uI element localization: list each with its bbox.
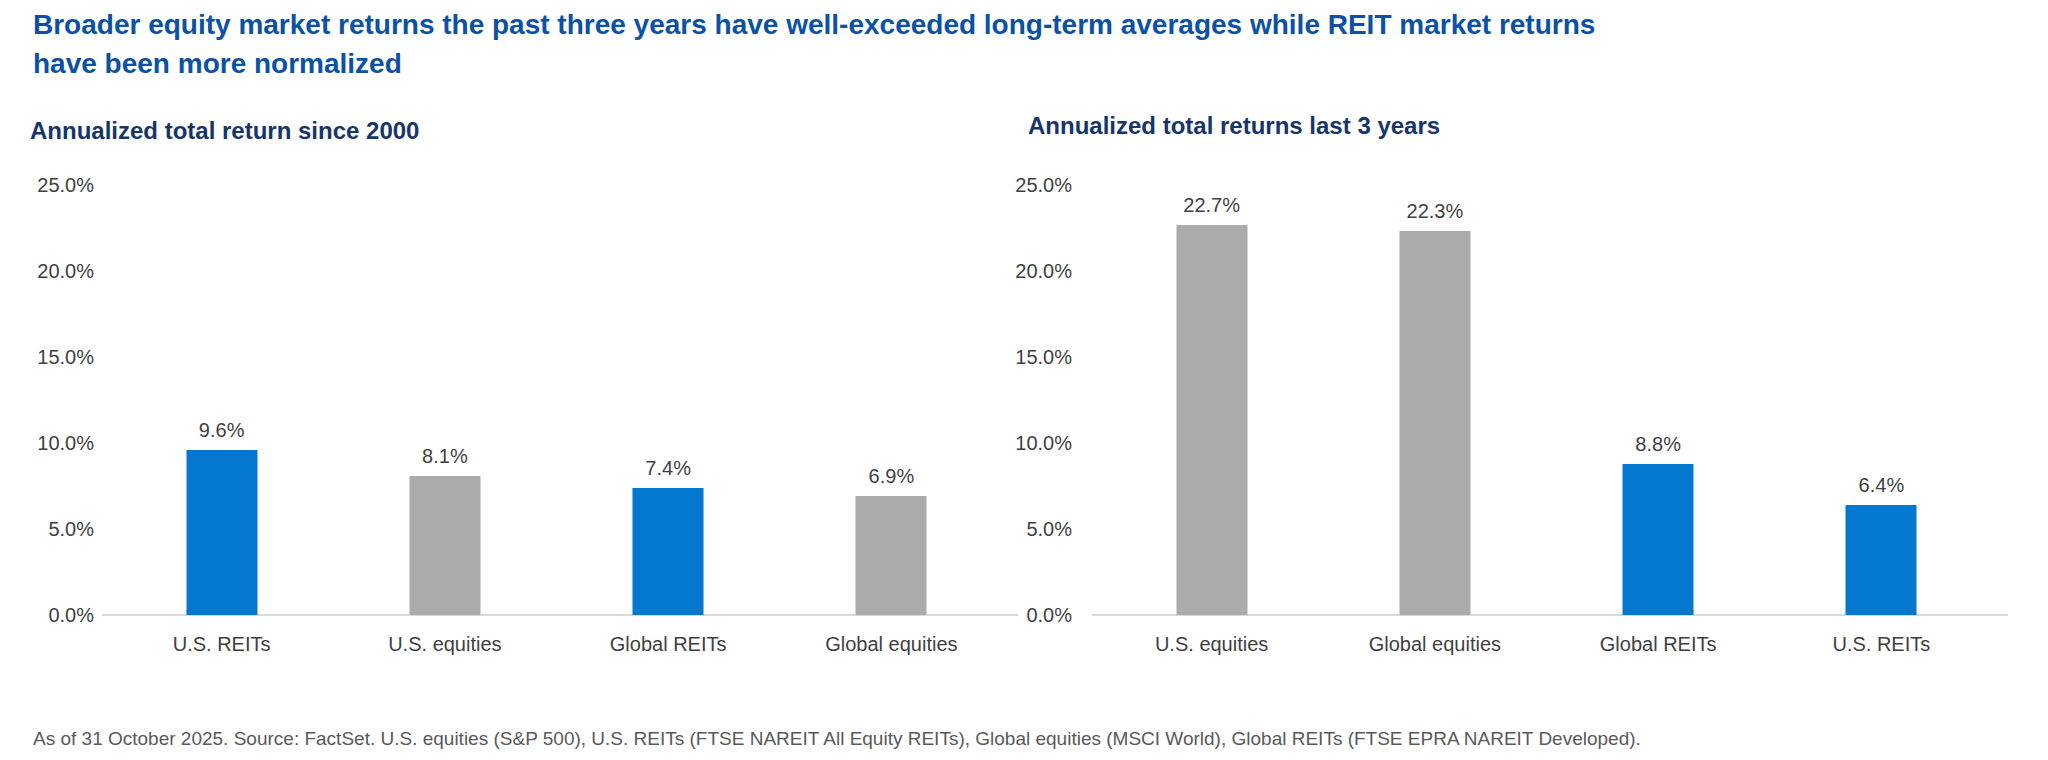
bar-group-u-s-equities: 22.7%U.S. equities: [1100, 185, 1323, 615]
y-axis-tick: 10.0%: [1015, 432, 1072, 455]
bar-u-s-reits: [1846, 505, 1917, 615]
bar-global-equities: [1399, 231, 1470, 615]
y-axis-tick: 20.0%: [37, 260, 94, 283]
plot-area: 9.6%U.S. REITs8.1%U.S. equities7.4%Globa…: [110, 185, 1003, 615]
bar-u-s-equities: [409, 476, 480, 615]
category-label: Global equities: [740, 633, 1043, 656]
bar-value-label: 6.9%: [740, 465, 1043, 488]
bar-u-s-equities: [1176, 225, 1247, 615]
bar-value-label: 6.4%: [1730, 474, 2033, 497]
bar-group-global-equities: 22.3%Global equities: [1323, 185, 1546, 615]
bar-u-s-reits: [186, 450, 257, 615]
category-label: U.S. REITs: [1730, 633, 2033, 656]
bar-group-u-s-reits: 9.6%U.S. REITs: [110, 185, 333, 615]
y-axis-tick: 20.0%: [1015, 260, 1072, 283]
page-title: Broader equity market returns the past t…: [33, 6, 1653, 83]
plot-area: 22.7%U.S. equities22.3%Global equities8.…: [1100, 185, 1993, 615]
bar-value-label: 9.6%: [70, 419, 373, 442]
y-axis-tick: 25.0%: [37, 174, 94, 197]
bar-global-reits: [633, 488, 704, 615]
bar-value-label: 8.8%: [1507, 433, 1810, 456]
bar-global-equities: [856, 496, 927, 615]
bar-value-label: 22.3%: [1283, 200, 1586, 223]
bar-group-global-reits: 8.8%Global REITs: [1547, 185, 1770, 615]
y-axis-tick: 5.0%: [48, 518, 94, 541]
y-axis-tick: 0.0%: [1026, 604, 1072, 627]
y-axis-tick: 5.0%: [1026, 518, 1072, 541]
bar-group-u-s-reits: 6.4%U.S. REITs: [1770, 185, 1993, 615]
y-axis-tick: 15.0%: [37, 346, 94, 369]
bar-global-reits: [1623, 464, 1694, 615]
y-axis-tick: 15.0%: [1015, 346, 1072, 369]
y-axis: 0.0%5.0%10.0%15.0%20.0%25.0%: [30, 185, 94, 615]
y-axis: 0.0%5.0%10.0%15.0%20.0%25.0%: [1020, 185, 1072, 615]
chart-title-since-2000: Annualized total return since 2000: [30, 117, 419, 145]
chart-last-3-years: 0.0%5.0%10.0%15.0%20.0%25.0% 22.7%U.S. e…: [1020, 185, 2020, 615]
chart-since-2000: 0.0%5.0%10.0%15.0%20.0%25.0% 9.6%U.S. RE…: [30, 185, 1015, 615]
bar-group-global-equities: 6.9%Global equities: [780, 185, 1003, 615]
chart-title-last-3-years: Annualized total returns last 3 years: [1028, 112, 1440, 140]
bar-group-global-reits: 7.4%Global REITs: [557, 185, 780, 615]
bar-group-u-s-equities: 8.1%U.S. equities: [333, 185, 556, 615]
slide: Broader equity market returns the past t…: [0, 0, 2048, 760]
source-footnote: As of 31 October 2025. Source: FactSet. …: [33, 728, 2023, 750]
y-axis-tick: 0.0%: [48, 604, 94, 627]
